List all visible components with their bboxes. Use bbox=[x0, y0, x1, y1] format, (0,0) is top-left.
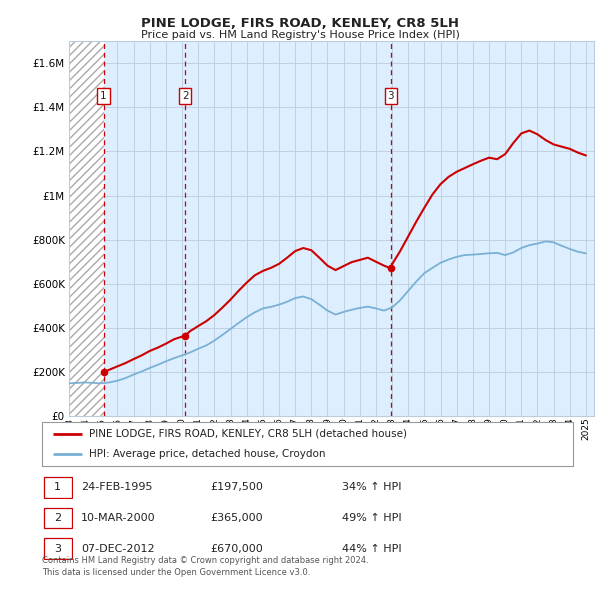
FancyBboxPatch shape bbox=[44, 507, 71, 529]
FancyBboxPatch shape bbox=[44, 538, 71, 559]
Text: 07-DEC-2012: 07-DEC-2012 bbox=[81, 544, 155, 553]
FancyBboxPatch shape bbox=[44, 477, 71, 498]
FancyBboxPatch shape bbox=[42, 422, 573, 466]
Text: £670,000: £670,000 bbox=[210, 544, 263, 553]
Text: 10-MAR-2000: 10-MAR-2000 bbox=[81, 513, 155, 523]
Text: 1: 1 bbox=[100, 91, 107, 101]
Text: 44% ↑ HPI: 44% ↑ HPI bbox=[342, 544, 401, 553]
Text: PINE LODGE, FIRS ROAD, KENLEY, CR8 5LH (detached house): PINE LODGE, FIRS ROAD, KENLEY, CR8 5LH (… bbox=[89, 429, 407, 439]
Text: 49% ↑ HPI: 49% ↑ HPI bbox=[342, 513, 401, 523]
Text: 24-FEB-1995: 24-FEB-1995 bbox=[81, 483, 152, 492]
Text: PINE LODGE, FIRS ROAD, KENLEY, CR8 5LH: PINE LODGE, FIRS ROAD, KENLEY, CR8 5LH bbox=[141, 17, 459, 30]
Text: HPI: Average price, detached house, Croydon: HPI: Average price, detached house, Croy… bbox=[89, 449, 325, 459]
Text: Price paid vs. HM Land Registry's House Price Index (HPI): Price paid vs. HM Land Registry's House … bbox=[140, 30, 460, 40]
Text: Contains HM Land Registry data © Crown copyright and database right 2024.
This d: Contains HM Land Registry data © Crown c… bbox=[42, 556, 368, 577]
Text: 2: 2 bbox=[182, 91, 188, 101]
Text: 3: 3 bbox=[388, 91, 394, 101]
Text: 34% ↑ HPI: 34% ↑ HPI bbox=[342, 483, 401, 492]
Text: £365,000: £365,000 bbox=[210, 513, 263, 523]
Text: 1: 1 bbox=[54, 483, 61, 492]
Text: 3: 3 bbox=[54, 544, 61, 553]
Text: £197,500: £197,500 bbox=[210, 483, 263, 492]
Bar bbox=[69, 41, 104, 416]
Text: 2: 2 bbox=[54, 513, 61, 523]
